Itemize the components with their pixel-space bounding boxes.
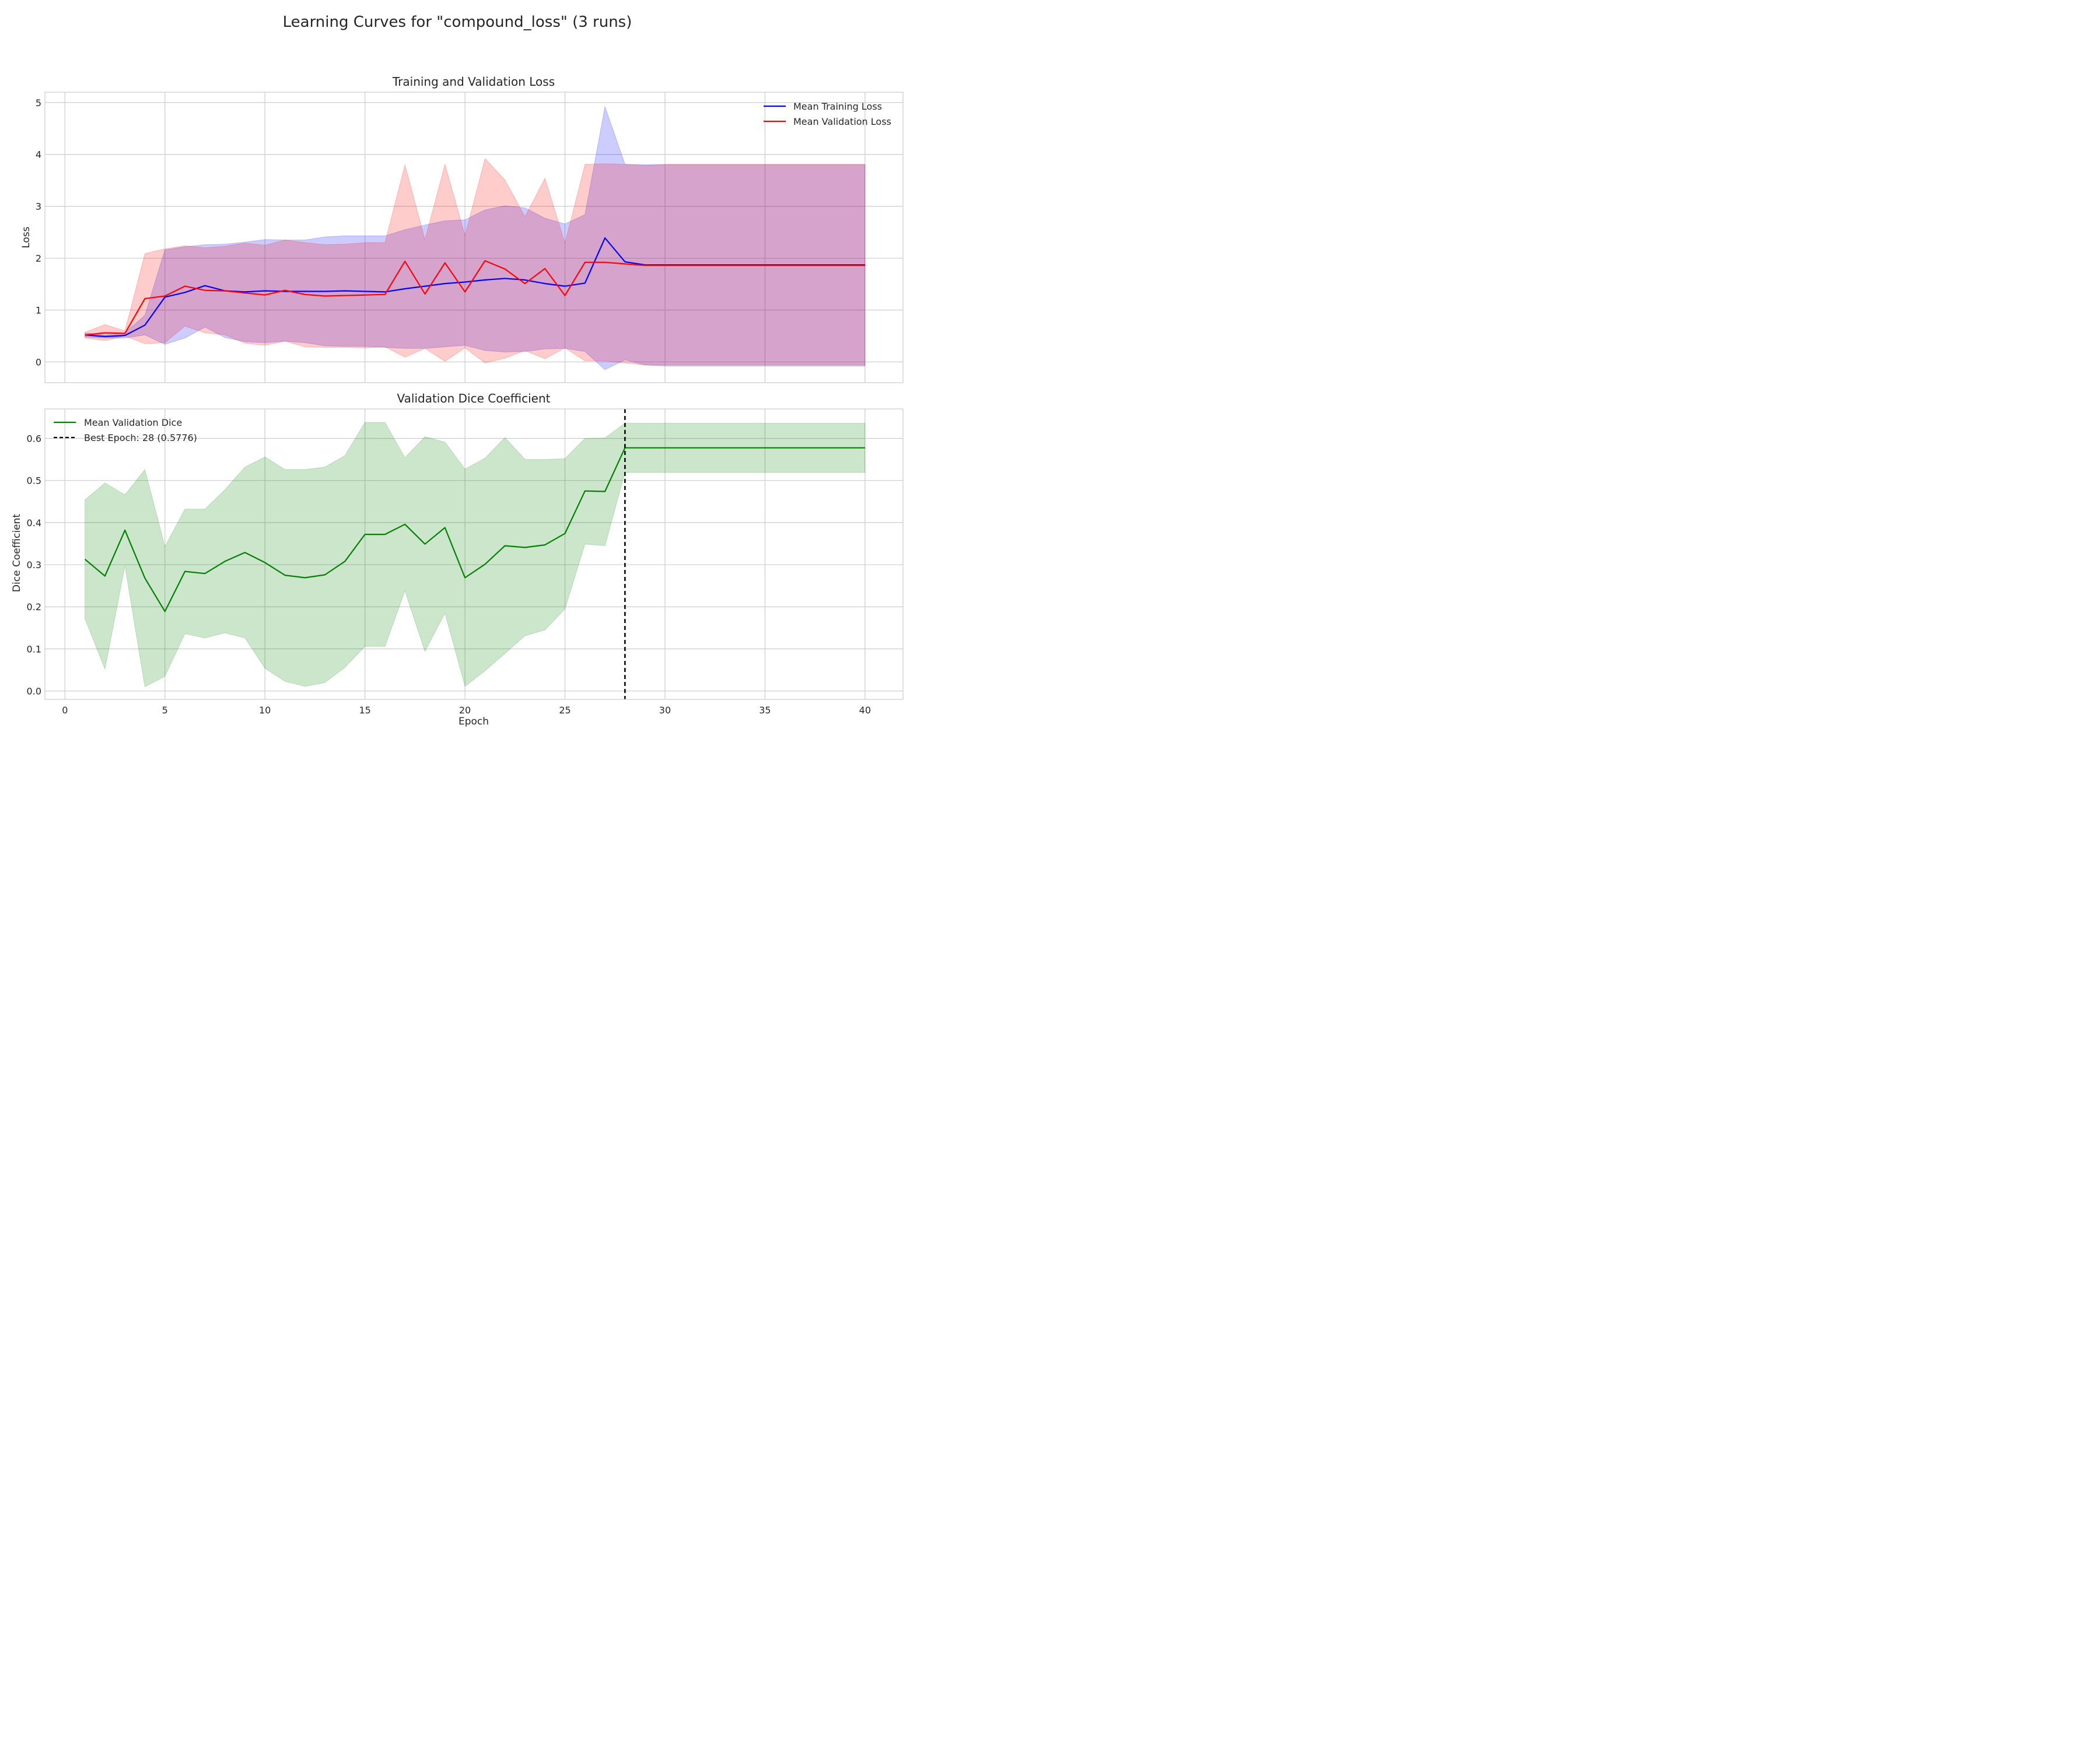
dice-mean-line-series-0 [84,447,865,612]
loss-band-series-1 [85,158,866,366]
dice-xtick-label: 35 [759,705,771,716]
loss-axes-frame [44,92,904,383]
dice-ytick-label: 0.4 [27,517,41,528]
dice-plot-area [45,409,903,699]
dice-ytick-label: 0.0 [27,686,41,697]
dice-xtick-label: 25 [559,705,570,716]
legend-label-validation-loss: Mean Validation Loss [793,116,891,127]
dice-band-series-0 [85,422,866,688]
dice-xtick-label: 15 [359,705,370,716]
loss-ytick-label: 2 [36,253,41,264]
dice-axes-frame [44,408,904,700]
dice-grid [45,409,903,699]
dice-ytick-label: 0.5 [27,475,41,487]
dice-bands [85,422,866,688]
legend-label-training-loss: Mean Training Loss [793,101,882,112]
loss-band-series-0 [85,105,866,370]
legend-label-validation-dice: Mean Validation Dice [84,417,182,428]
loss-ytick-label: 4 [36,149,41,160]
dice-ytick-label: 0.3 [27,559,41,570]
dice-ytick-label: 0.6 [27,433,41,444]
dice-y-axis-label: Dice Coefficient [11,514,23,592]
dice-xtick-label: 0 [62,705,68,716]
dice-subplot: Validation Dice Coefficient Dice Coeffic… [11,391,904,727]
loss-subplot-title: Training and Validation Loss [392,75,555,89]
loss-legend: Mean Training Loss Mean Validation Loss [764,101,891,127]
loss-subplot: Training and Validation Loss Loss 0 1 2 3 4 5… [20,75,904,383]
dice-subplot-title: Validation Dice Coefficient [397,391,551,405]
dice-xtick-label: 10 [259,705,271,716]
dice-xtick-label: 30 [659,705,671,716]
dice-ytick-label: 0.2 [27,601,41,612]
loss-lines [85,237,865,338]
loss-tick-labels: 0 1 2 3 4 5 [36,97,41,368]
dice-xtick-label: 20 [459,705,471,716]
loss-ytick-label: 1 [36,305,41,316]
dice-legend: Mean Validation Dice Best Epoch: 28 (0.5… [54,417,197,443]
loss-ytick-label: 0 [36,356,41,368]
learning-curves-figure: Learning Curves for "compound_loss" (3 r… [11,13,904,727]
dice-tick-labels: 0 5 10 15 20 25 30 35 40 0.0 0.1 0.2 0.3 0.4 0.5 0.6 [27,433,871,716]
figure-suptitle: Learning Curves for "compound_loss" (3 r… [283,13,632,31]
dice-x-axis-label: Epoch [459,716,489,727]
loss-mean-line-series-1 [85,260,865,336]
dice-lines [84,409,865,699]
dice-xtick-label: 40 [859,705,871,716]
dice-ytick-label: 0.1 [27,643,41,654]
loss-y-axis-label: Loss [20,226,32,248]
loss-bands [85,105,866,370]
legend-label-best-epoch: Best Epoch: 28 (0.5776) [84,432,197,443]
dice-xtick-label: 5 [162,705,168,716]
loss-ytick-label: 3 [36,201,41,212]
loss-plot-area [45,92,903,383]
loss-ytick-label: 5 [36,97,41,108]
loss-grid [45,92,903,383]
